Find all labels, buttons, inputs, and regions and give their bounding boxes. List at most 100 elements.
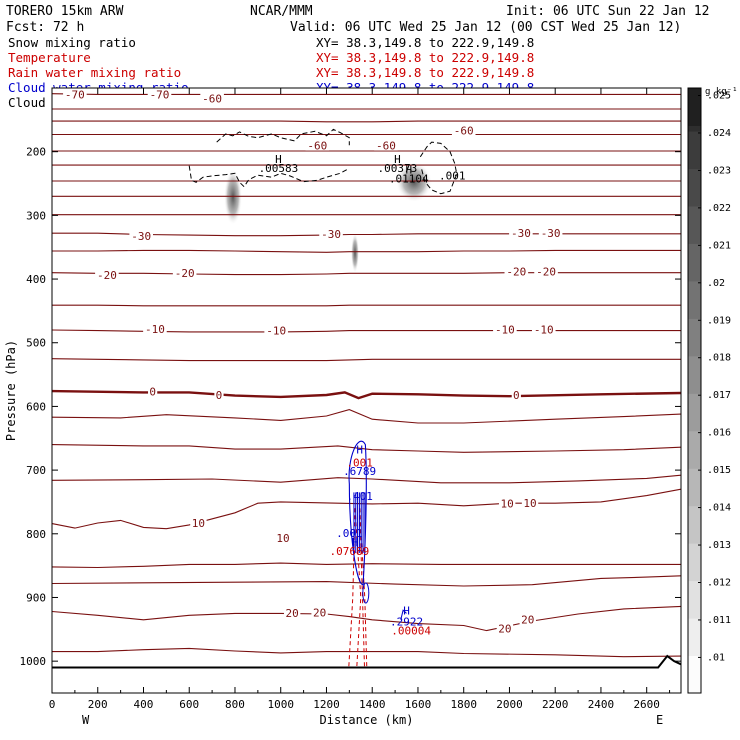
x-axis-label: Distance (km) bbox=[320, 713, 414, 727]
forecast-hour: Fcst: 72 h bbox=[6, 20, 84, 35]
colorbar-swatch bbox=[688, 543, 701, 582]
extrema-label: .01104 bbox=[389, 172, 429, 185]
legend-label: Snow mixing ratio bbox=[8, 35, 136, 50]
extrema-label: H bbox=[403, 605, 410, 618]
legend-coords: XY= 38.3,149.8 to 222.9,149.8 bbox=[316, 35, 534, 50]
isotherm-label-bg bbox=[172, 266, 197, 278]
isotherm-label: -10 bbox=[145, 323, 165, 336]
isotherm-label-bg bbox=[129, 230, 154, 242]
colorbar-tick-label: .018 bbox=[707, 353, 731, 364]
isotherm-label-bg bbox=[147, 88, 172, 100]
isotherm-label: 20 bbox=[521, 613, 534, 626]
east-end-label: E bbox=[656, 713, 663, 727]
plot-frame bbox=[51, 87, 682, 694]
center-title: NCAR/MMM bbox=[250, 4, 313, 19]
x-tick-label: 400 bbox=[134, 698, 154, 711]
colorbar-swatch bbox=[688, 243, 701, 282]
x-tick-label: 2400 bbox=[588, 698, 615, 711]
colorbar-tick-label: .02 bbox=[707, 278, 725, 289]
isotherm-label: -20 bbox=[175, 267, 195, 280]
isotherm-label-bg bbox=[264, 324, 288, 336]
extrema-label: H bbox=[352, 536, 359, 549]
terrain-line bbox=[52, 654, 682, 669]
isotherm-label-bg bbox=[190, 517, 207, 529]
colorbar-tick-label: .014 bbox=[707, 503, 731, 514]
rain-contour bbox=[354, 508, 362, 668]
colorbar: .01 .011 .012 .013 .014 .015 .016 .017 .018 .019.… bbox=[687, 87, 738, 694]
snow-contour bbox=[188, 165, 350, 188]
valid-time: Valid: 06 UTC Wed 25 Jan 12 (00 CST Wed … bbox=[290, 20, 681, 35]
isotherm-label: 20 bbox=[313, 606, 326, 619]
colorbar-swatch bbox=[688, 131, 701, 170]
colorbar-tick-label: .011 bbox=[707, 615, 731, 626]
isotherm-label: -10 bbox=[266, 324, 286, 337]
colorbar-units: g kg⁻¹ bbox=[705, 87, 738, 97]
isotherm-label: 20 bbox=[498, 622, 511, 635]
y-tick-label: 200 bbox=[26, 146, 46, 159]
extrema-label: .00004 bbox=[391, 624, 431, 637]
isotherm-label: -70 bbox=[150, 89, 170, 102]
isotherm-label-bg bbox=[63, 88, 87, 100]
isotherm-label: 10 bbox=[192, 517, 205, 530]
colorbar-tick-label: .024 bbox=[707, 128, 731, 139]
axes: 0 200 400 600 800 1000 1200 1400 1600 1800 2000 220… bbox=[4, 88, 681, 727]
isotherm-label-bg bbox=[283, 607, 301, 619]
cloud-water-contour bbox=[362, 582, 370, 604]
isotherm-label-bg bbox=[274, 531, 292, 543]
isotherm-line bbox=[52, 232, 681, 237]
init-time: Init: 06 UTC Sun 22 Jan 12 bbox=[506, 4, 710, 19]
colorbar-tick-label: .01 bbox=[707, 652, 725, 663]
isotherm-label-bg bbox=[319, 228, 343, 240]
isotherm-line bbox=[51, 389, 682, 400]
colorbar-swatch bbox=[688, 355, 701, 394]
shading-blob bbox=[224, 169, 242, 225]
isotherm-line bbox=[51, 272, 681, 276]
extrema-label: .2922 bbox=[390, 615, 423, 628]
isotherm-label-bg bbox=[305, 139, 330, 151]
isotherm-line bbox=[51, 488, 682, 530]
legend-coords: XY= 38.3,149.8 to 222.9,149.8 bbox=[316, 65, 534, 80]
extrema-label: .00373 bbox=[378, 162, 418, 175]
isotherm-label: 0 bbox=[149, 385, 156, 398]
colorbar-tick-label: .015 bbox=[707, 465, 731, 476]
isotherm-label-bg bbox=[148, 385, 158, 397]
isotherm-label: -10 bbox=[495, 324, 515, 337]
colorbar-swatch bbox=[688, 88, 701, 126]
isotherm-label: 10 bbox=[501, 497, 514, 510]
isotherm-label-bg bbox=[521, 496, 539, 508]
shading-blob bbox=[351, 233, 359, 273]
y-tick-label: 700 bbox=[26, 464, 46, 477]
isotherm-label: -20 bbox=[536, 266, 556, 279]
isotherm-label-bg bbox=[374, 139, 398, 151]
cloud-water-contour bbox=[400, 609, 407, 620]
isotherm-label-bg bbox=[519, 613, 536, 625]
isotherm-line bbox=[51, 358, 681, 362]
extrema-label: H bbox=[394, 153, 401, 166]
colorbar-swatch bbox=[688, 618, 701, 657]
x-tick-label: 1800 bbox=[450, 698, 477, 711]
colorbar-tick-label: .025 bbox=[707, 90, 731, 101]
extrema-label: .001 bbox=[336, 527, 363, 540]
isotherm-label: -20 bbox=[506, 266, 526, 279]
shading-blob bbox=[396, 162, 432, 202]
x-tick-label: 800 bbox=[225, 698, 245, 711]
extrema-label: .001 bbox=[439, 170, 466, 183]
isotherm-label-bg bbox=[451, 124, 476, 136]
y-tick-label: 300 bbox=[26, 209, 46, 222]
extrema-label: .6789 bbox=[343, 465, 376, 478]
y-tick-label: 800 bbox=[26, 528, 46, 541]
x-tick-label: 2600 bbox=[633, 698, 660, 711]
colorbar-swatch bbox=[688, 206, 701, 244]
isotherm-line bbox=[52, 647, 682, 658]
isotherm-label: 20 bbox=[286, 607, 299, 620]
x-tick-label: 1400 bbox=[359, 698, 386, 711]
colorbar-tick-label: .023 bbox=[707, 165, 731, 176]
isotherm-label: -60 bbox=[454, 124, 474, 137]
legend-label: Rain water mixing ratio bbox=[8, 65, 181, 80]
y-axis-label: Pressure (hPa) bbox=[4, 340, 18, 441]
isotherm-label-bg bbox=[531, 323, 556, 335]
extrema-label: H bbox=[356, 444, 363, 457]
y-tick-label: 500 bbox=[26, 337, 46, 350]
isotherm-label: -60 bbox=[376, 140, 396, 153]
x-tick-label: 1600 bbox=[405, 698, 432, 711]
